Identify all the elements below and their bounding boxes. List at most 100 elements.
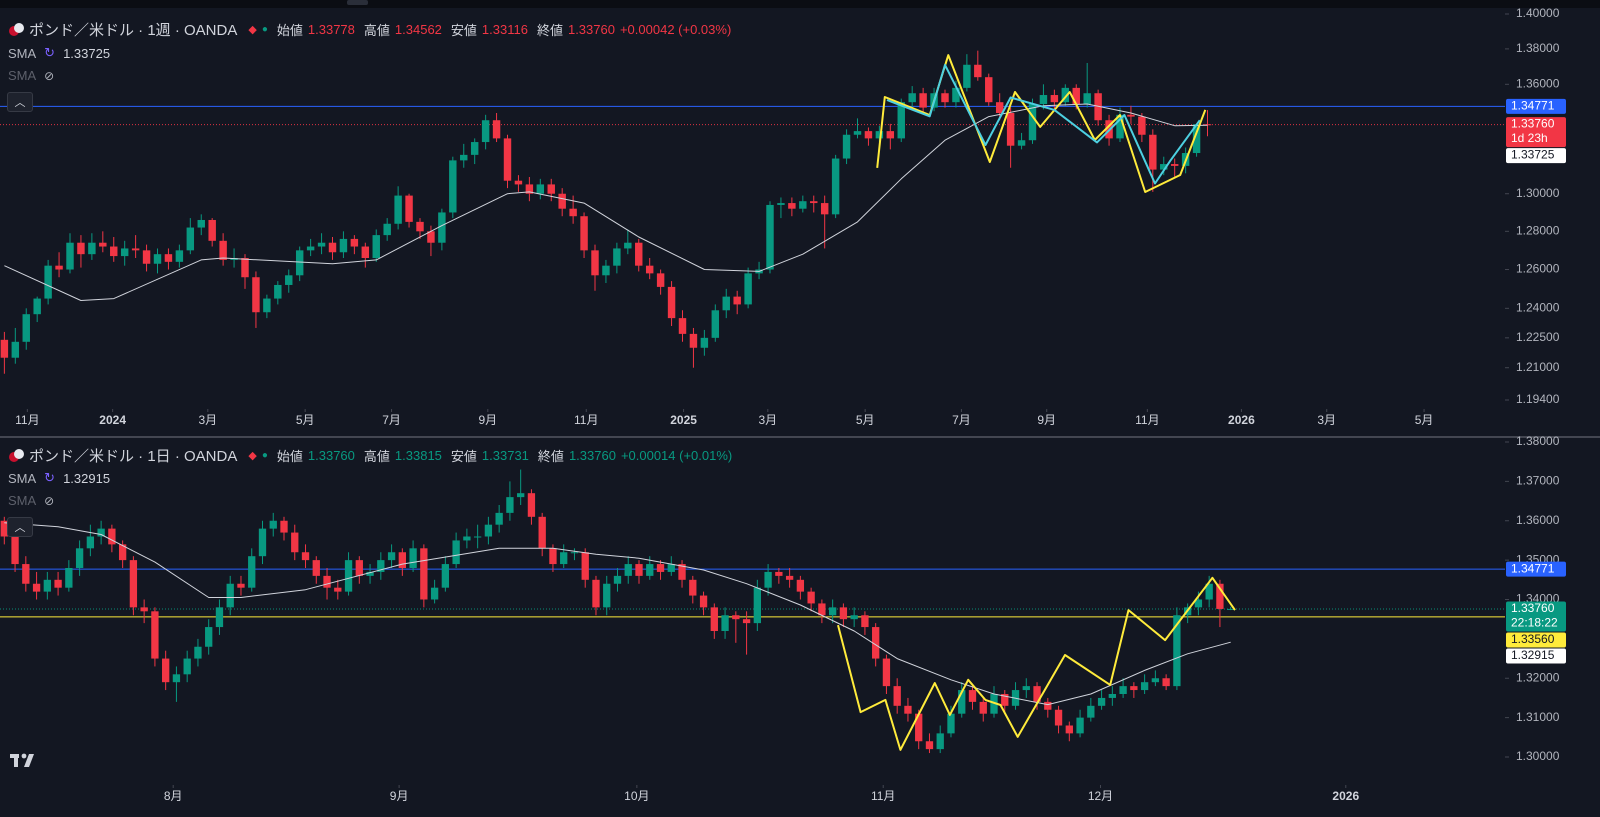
x-tick-label: 2025 xyxy=(670,413,697,427)
candle-body xyxy=(75,548,84,568)
candle-body xyxy=(908,93,916,103)
candle-body xyxy=(591,250,599,276)
candle-body xyxy=(312,560,320,576)
indicator-icon[interactable]: ↻ xyxy=(44,470,56,485)
candle-body xyxy=(492,120,501,139)
candle-body xyxy=(875,131,884,139)
candle-body xyxy=(339,238,348,253)
candle-body xyxy=(1130,686,1138,691)
candle-body xyxy=(65,568,73,588)
candle-body xyxy=(538,516,546,549)
candle-body xyxy=(1119,686,1127,694)
hidden-eye-icon[interactable]: ⊘ xyxy=(44,68,55,83)
candle-body xyxy=(99,242,107,247)
y-tick-label: 1.19400 xyxy=(1516,392,1560,406)
flag-marker[interactable]: ◆ xyxy=(248,24,257,36)
candle-body xyxy=(807,591,815,604)
collapse-button[interactable]: ︿ xyxy=(7,517,33,537)
candle-body xyxy=(252,277,260,313)
candle-body xyxy=(248,556,256,588)
price-label-box xyxy=(1506,648,1566,664)
candle-body xyxy=(1192,124,1201,154)
candle-body xyxy=(1050,95,1059,103)
price-label: 1.32915 xyxy=(1511,648,1555,662)
price-label-box xyxy=(1506,148,1566,164)
candle-body xyxy=(416,221,424,232)
indicator-icon[interactable]: ↻ xyxy=(44,45,56,60)
candle-body xyxy=(667,564,675,572)
x-tick-label: 5月 xyxy=(1415,413,1434,427)
candle-body xyxy=(979,701,987,714)
price-label: 1.33760 xyxy=(1511,117,1555,131)
candle-body xyxy=(263,298,271,313)
candle-body xyxy=(1203,124,1212,126)
candle-body xyxy=(732,615,740,620)
candle-body xyxy=(398,552,406,568)
candle-body xyxy=(153,254,162,264)
candle-body xyxy=(323,575,331,588)
candle-body xyxy=(1227,608,1235,610)
candle-body xyxy=(110,246,118,257)
x-tick-label: 12月 xyxy=(1088,789,1113,803)
candle-body xyxy=(1127,114,1135,117)
candle-body xyxy=(77,242,85,255)
candle-body xyxy=(291,532,299,553)
candle-body xyxy=(853,131,862,135)
close-label: 終値 xyxy=(537,449,564,464)
candle-body xyxy=(839,607,848,620)
flag-marker[interactable]: ◆ xyxy=(248,450,257,462)
candle-body xyxy=(1216,583,1224,609)
candle-body xyxy=(470,142,479,155)
candle-body xyxy=(952,87,960,103)
status-dot: ● xyxy=(261,450,268,461)
candle-body xyxy=(219,240,227,260)
logo-part xyxy=(21,753,27,759)
candle-body xyxy=(1044,701,1052,710)
candle-body xyxy=(162,658,170,683)
candle-body xyxy=(656,273,665,287)
candle-body xyxy=(689,333,698,348)
hidden-eye-icon[interactable]: ⊘ xyxy=(44,493,55,508)
logo-part xyxy=(14,754,18,767)
candle-body xyxy=(1151,678,1160,683)
close-value: 1.33760 xyxy=(568,448,616,463)
y-tick-label: 1.22500 xyxy=(1516,330,1560,344)
candle-body xyxy=(1138,116,1146,135)
candle-body xyxy=(1194,599,1203,608)
indicator-value: 1.32915 xyxy=(63,470,111,486)
candle-body xyxy=(581,552,589,580)
candle-body xyxy=(183,658,191,675)
candle-body xyxy=(527,493,536,517)
change-value: +0.00014 (+0.01%) xyxy=(620,448,733,463)
price-label-box xyxy=(1506,117,1566,148)
candle-body xyxy=(269,520,277,529)
candle-body xyxy=(788,203,796,209)
candle-body xyxy=(1108,694,1117,698)
candle-body xyxy=(131,248,140,251)
candle-body xyxy=(258,528,267,557)
candle-body xyxy=(722,296,730,311)
sma-line xyxy=(4,103,1208,301)
candle-body xyxy=(1162,678,1170,687)
candle-body xyxy=(1001,694,1009,706)
change-value: +0.00042 (+0.03%) xyxy=(619,22,732,37)
indicator-name: SMA xyxy=(8,45,37,61)
candle-body xyxy=(387,552,396,561)
candle-body xyxy=(603,583,611,608)
candle-body xyxy=(925,741,934,750)
candle-body xyxy=(129,560,138,608)
candle-body xyxy=(452,540,460,565)
candle-body xyxy=(602,265,610,276)
candle-body xyxy=(226,583,234,608)
candle-body xyxy=(799,201,807,209)
candle-body xyxy=(54,579,62,588)
candle-body xyxy=(430,587,439,600)
candle-body xyxy=(777,203,785,205)
candle-body xyxy=(241,257,249,278)
candle-body xyxy=(22,314,30,342)
tab-handle[interactable] xyxy=(347,0,368,5)
candle-body xyxy=(383,223,391,236)
candle-body xyxy=(678,318,687,334)
collapse-button[interactable]: ︿ xyxy=(7,92,33,112)
